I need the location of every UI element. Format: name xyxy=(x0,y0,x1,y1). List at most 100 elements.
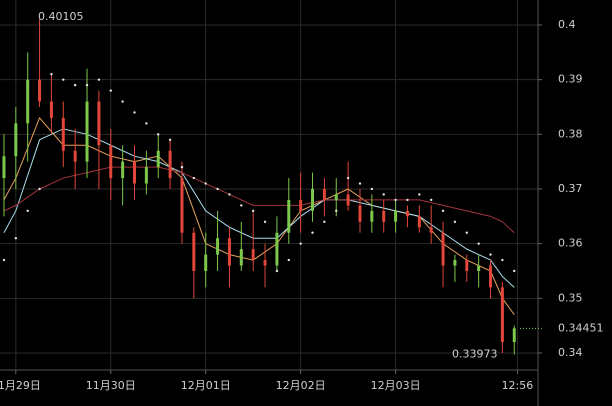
candle-body xyxy=(500,287,504,343)
moving-average xyxy=(3,166,515,234)
sar-dot xyxy=(477,242,480,245)
candle-body xyxy=(227,238,231,266)
candle-body xyxy=(144,167,148,184)
candle-body xyxy=(429,227,433,233)
sar-dot xyxy=(465,231,468,234)
sar-dot xyxy=(38,187,41,191)
x-tick-label: 12月03日 xyxy=(371,379,421,392)
sar-dot xyxy=(168,138,172,141)
y-tick-label: 0.35 xyxy=(558,291,583,304)
y-tick-label: 0.38 xyxy=(558,127,583,140)
sar-dot xyxy=(513,269,516,273)
sar-dot xyxy=(157,133,160,136)
sar-dot xyxy=(14,236,18,240)
sar-dot xyxy=(323,220,326,223)
candle-body xyxy=(168,150,172,179)
low-label: 0.33973 xyxy=(452,347,498,360)
candle-body xyxy=(394,210,398,222)
sar-dot xyxy=(489,253,492,256)
candle-body xyxy=(251,249,255,261)
sar-dot xyxy=(73,83,77,87)
sar-dot xyxy=(406,198,409,202)
sar-dot xyxy=(85,83,89,87)
candle-body xyxy=(346,194,350,206)
candle-body xyxy=(38,79,42,102)
candle-body xyxy=(73,150,77,162)
sar-dot xyxy=(97,78,101,81)
candle-body xyxy=(358,205,362,222)
sar-dot xyxy=(145,122,148,125)
sar-dot xyxy=(429,198,433,202)
sar-dot xyxy=(382,193,385,196)
x-tick-label: 12月01日 xyxy=(181,379,231,392)
candle-body xyxy=(322,188,326,200)
sar-dot xyxy=(358,182,362,185)
candle-body xyxy=(311,188,315,211)
candle-body xyxy=(133,161,136,184)
x-tick-label: 12月02日 xyxy=(276,379,326,392)
y-tick-label: 0.36 xyxy=(558,237,583,250)
sar-dot xyxy=(251,209,255,213)
sar-dot xyxy=(453,220,457,223)
sar-dot xyxy=(2,258,6,262)
sar-dot xyxy=(133,111,136,114)
sar-dot xyxy=(263,220,267,223)
x-tick-label: 11月30日 xyxy=(86,379,136,392)
candle-body xyxy=(97,101,101,146)
sar-dot xyxy=(180,165,184,169)
sar-dot xyxy=(228,193,231,196)
sar-dot xyxy=(26,209,29,213)
sar-dot xyxy=(311,231,314,234)
moving-average xyxy=(3,128,515,288)
candle-body xyxy=(441,232,445,266)
sar-dot xyxy=(275,269,279,273)
candle-body xyxy=(204,254,208,271)
candle-body xyxy=(334,194,338,200)
sar-dot xyxy=(418,193,421,196)
candle-body xyxy=(14,123,18,157)
sar-dot xyxy=(287,258,290,262)
y-tick-label: 0.34 xyxy=(558,346,583,359)
candle-body xyxy=(405,210,409,217)
candle-body xyxy=(417,216,421,228)
candle-body xyxy=(49,101,53,118)
candle-body xyxy=(382,210,386,222)
candle-body xyxy=(453,260,457,266)
sar-dot xyxy=(216,187,219,191)
sar-dot xyxy=(346,176,350,180)
sar-dot xyxy=(299,242,302,245)
candle-body xyxy=(85,101,89,162)
y-tick-label: 0.4 xyxy=(558,18,576,31)
moving-average xyxy=(3,116,515,316)
x-tick-label: 12:56 xyxy=(502,379,534,392)
candle-body xyxy=(61,117,65,151)
sar-dot xyxy=(240,204,243,207)
sar-dot xyxy=(501,258,504,262)
high-label: 0.40105 xyxy=(38,10,84,23)
sar-dot xyxy=(50,72,53,76)
sar-dot xyxy=(335,209,338,213)
candle-body xyxy=(216,238,220,255)
candle-body xyxy=(121,161,125,179)
candle-body xyxy=(512,328,516,343)
last-price-label: 0.34451 xyxy=(558,321,604,334)
sar-dot xyxy=(441,209,445,213)
sar-dot xyxy=(121,100,124,103)
candle-body xyxy=(489,265,493,288)
candle-body xyxy=(299,199,303,211)
sar-dot xyxy=(204,182,207,185)
sar-dot xyxy=(62,78,65,81)
candle-body xyxy=(156,150,160,168)
candle-body xyxy=(26,79,30,124)
candle-body xyxy=(109,145,113,179)
sar-dot xyxy=(394,198,397,202)
candle-body xyxy=(239,249,243,266)
sar-dot xyxy=(192,176,196,180)
candle-body xyxy=(477,265,481,271)
candle-body xyxy=(263,260,267,266)
candle-body xyxy=(192,232,196,271)
candle-body xyxy=(275,232,279,266)
y-tick-label: 0.37 xyxy=(558,182,583,195)
candle-body xyxy=(180,178,184,233)
